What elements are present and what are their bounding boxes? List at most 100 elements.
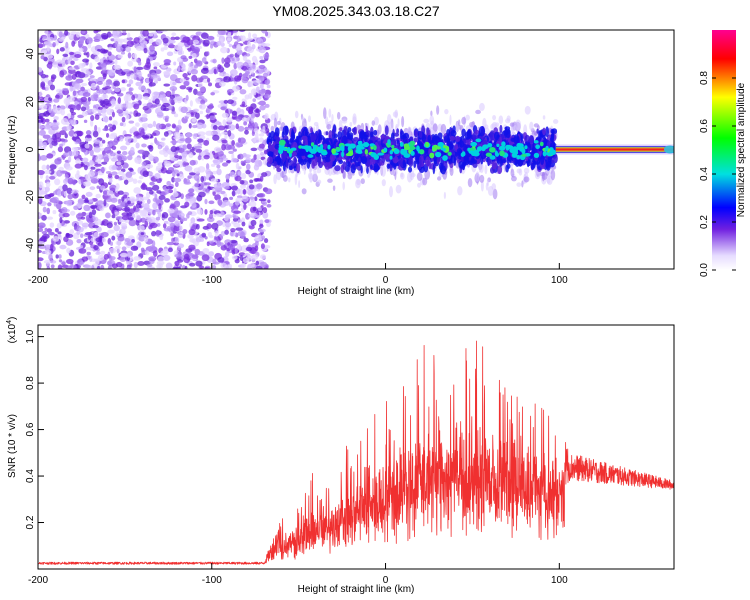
noise-speck (220, 230, 226, 237)
noise-speck (108, 116, 113, 121)
noise-speck (117, 155, 123, 162)
band-halo-speck (360, 178, 365, 185)
noise-speck (56, 59, 64, 64)
band-core-speck (370, 131, 374, 138)
noise-speck (208, 200, 215, 205)
noise-speck (229, 171, 236, 178)
noise-speck (42, 233, 50, 239)
noise-speck (97, 254, 105, 261)
noise-speck (119, 256, 127, 262)
noise-speck (114, 211, 120, 216)
noise-speck (113, 221, 118, 226)
noise-speck (223, 157, 228, 162)
noise-speck (127, 235, 135, 239)
noise-speck (80, 233, 84, 238)
noise-speck (226, 37, 232, 42)
noise-speck (152, 202, 158, 210)
noise-speck (137, 149, 146, 154)
noise-speck (258, 67, 264, 74)
noise-speck (143, 47, 148, 54)
noise-speck (255, 59, 259, 66)
noise-speck (192, 108, 199, 113)
noise-speck (51, 196, 59, 203)
noise-speck (53, 116, 60, 121)
spectrogram-marks (38, 30, 674, 269)
noise-speck (38, 234, 41, 239)
noise-speck (119, 136, 124, 142)
noise-speck (110, 38, 115, 42)
noise-speck (247, 32, 252, 39)
band-core-speck (413, 137, 418, 143)
noise-speck (147, 153, 153, 161)
band-halo-speck (356, 124, 362, 131)
noise-speck (257, 101, 264, 105)
noise-speck (111, 145, 117, 151)
band-core-speck (350, 158, 354, 163)
band-halo-speck (484, 164, 488, 175)
noise-speck (89, 247, 94, 251)
band-core-speck (417, 140, 422, 146)
noise-speck (253, 127, 259, 134)
band-halo-speck (341, 118, 348, 124)
noise-speck (163, 220, 169, 225)
noise-speck (109, 184, 117, 192)
noise-speck (203, 154, 210, 160)
noise-speck (86, 216, 94, 224)
noise-speck (126, 83, 132, 87)
band-core-speck (267, 151, 274, 157)
noise-speck (54, 158, 62, 165)
noise-speck (212, 265, 217, 269)
noise-speck (259, 219, 264, 225)
noise-speck (174, 220, 181, 227)
noise-speck (254, 245, 259, 252)
noise-speck (93, 244, 99, 251)
noise-speck (209, 115, 216, 121)
band-halo-speck (430, 110, 433, 117)
noise-speck (158, 195, 166, 200)
noise-speck (61, 62, 66, 68)
noise-speck (263, 150, 268, 155)
noise-speck (237, 171, 242, 176)
noise-speck (206, 216, 215, 223)
band-halo-speck (458, 119, 461, 127)
noise-speck (89, 159, 94, 166)
noise-speck (100, 185, 106, 191)
band-halo-speck (475, 109, 481, 115)
noise-speck (255, 80, 262, 84)
noise-speck (69, 107, 75, 114)
band-halo-speck (363, 166, 366, 173)
noise-speck (138, 73, 142, 79)
band-core-speck (547, 160, 551, 168)
noise-speck (168, 105, 173, 111)
noise-speck (116, 161, 122, 166)
noise-speck (81, 68, 89, 72)
noise-speck (96, 85, 100, 91)
band-core-speck (288, 165, 293, 171)
band-halo-speck (325, 116, 329, 125)
noise-speck (264, 219, 270, 224)
noise-speck (90, 94, 97, 102)
noise-speck (127, 52, 132, 59)
noise-speck (95, 33, 102, 41)
noise-speck (174, 253, 182, 258)
band-core-speck (334, 165, 341, 172)
noise-speck (258, 198, 267, 202)
noise-speck (124, 237, 131, 242)
noise-speck (216, 213, 221, 217)
noise-speck (90, 166, 96, 170)
band-core-speck (338, 159, 344, 165)
noise-speck (217, 199, 223, 206)
band-halo-speck (492, 188, 498, 200)
noise-speck (112, 30, 118, 36)
noise-speck (41, 214, 47, 221)
noise-speck (96, 265, 101, 269)
noise-speck (140, 217, 147, 223)
noise-speck (62, 87, 69, 91)
noise-speck (115, 240, 122, 246)
noise-speck (205, 188, 210, 193)
noise-speck (252, 33, 258, 39)
noise-speck (38, 189, 45, 196)
noise-speck (116, 150, 121, 155)
noise-speck (121, 150, 128, 156)
band-halo-speck (523, 176, 530, 183)
